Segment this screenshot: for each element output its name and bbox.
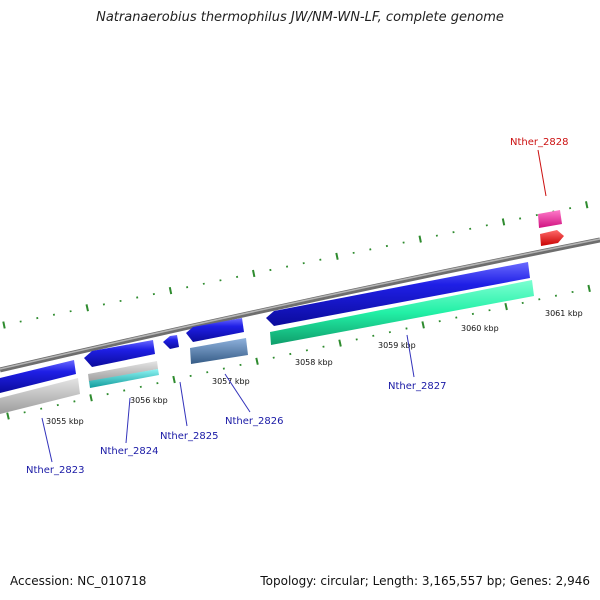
leader-nther-2824 <box>125 397 131 444</box>
scale-label-3057: 3057 kbp <box>212 377 250 386</box>
inner-ring-major-tick <box>587 284 591 293</box>
feature-gray-2823[interactable] <box>0 378 80 414</box>
inner-tick-ring <box>6 284 591 420</box>
gene-arrow-nther-2828[interactable] <box>538 210 562 228</box>
gene-label-nther-2828[interactable]: Nther_2828 <box>510 137 568 148</box>
gene-label-nther-2824[interactable]: Nther_2824 <box>100 446 158 457</box>
inner-ring-major-tick <box>6 412 10 420</box>
outer-ring-major-tick <box>335 252 339 260</box>
leader-nther-2827 <box>406 334 415 378</box>
gene-label-nther-2823[interactable]: Nther_2823 <box>26 465 84 476</box>
accession-text: Accession: NC_010718 <box>10 574 147 588</box>
outer-ring-major-tick <box>2 321 6 329</box>
scale-labels: 3055 kbp 3056 kbp 3057 kbp 3058 kbp 3059… <box>46 309 583 426</box>
inner-ring-major-tick <box>255 357 259 365</box>
gene-arrow-nther-2826[interactable] <box>186 318 244 342</box>
scale-label-3061: 3061 kbp <box>545 309 583 318</box>
gene-leader-lines <box>41 149 547 463</box>
gene-labels: Nther_2823 Nther_2824 Nther_2825 Nther_2… <box>26 137 568 476</box>
scale-label-3060: 3060 kbp <box>461 324 499 333</box>
outer-ring-major-tick <box>85 304 89 312</box>
feature-aqua-2827[interactable] <box>270 280 534 345</box>
outer-ring-major-tick <box>501 218 506 226</box>
scale-label-3055: 3055 kbp <box>46 417 84 426</box>
genome-backbone-highlight <box>0 238 600 370</box>
feature-steel-2826[interactable] <box>190 338 248 364</box>
genome-summary-text: Topology: circular; Length: 3,165,557 bp… <box>260 574 590 588</box>
gene-arrow-nther-2823[interactable] <box>0 360 76 393</box>
secondary-features <box>0 280 534 414</box>
leader-nther-2823 <box>41 417 53 463</box>
inner-ring-major-tick <box>421 321 425 329</box>
outer-ring-major-tick <box>418 235 422 243</box>
scale-label-3059: 3059 kbp <box>378 341 416 350</box>
scale-label-3056: 3056 kbp <box>130 396 168 405</box>
gene-label-nther-2825[interactable]: Nther_2825 <box>160 431 218 442</box>
gene-label-nther-2827[interactable]: Nther_2827 <box>388 381 446 392</box>
inner-ring-major-tick <box>89 394 93 402</box>
scale-label-3058: 3058 kbp <box>295 358 333 367</box>
page-title: Natranaerobius thermophilus JW/NM-WN-LF,… <box>96 10 504 25</box>
forward-features <box>0 262 530 393</box>
gene-arrow-nther-2828-cds[interactable] <box>540 230 564 246</box>
gene-arrow-nther-2825[interactable] <box>163 335 179 349</box>
gene-arrow-nther-2824[interactable] <box>84 340 155 367</box>
feature-gray-2824[interactable] <box>88 361 158 382</box>
inner-ring-major-tick <box>172 375 176 384</box>
outer-ring-major-tick <box>585 201 589 209</box>
inner-ring-major-tick <box>338 339 342 347</box>
outer-tick-ring <box>2 201 589 329</box>
leader-nther-2826 <box>224 373 251 413</box>
outer-ring-major-tick <box>252 269 256 278</box>
leader-nther-2825 <box>179 381 188 427</box>
genome-backbone <box>0 237 600 373</box>
inner-ring-major-tick <box>504 302 508 311</box>
leader-nther-2828 <box>537 149 547 197</box>
gene-label-nther-2826[interactable]: Nther_2826 <box>225 416 283 427</box>
gene-arrow-nther-2827[interactable] <box>266 262 530 326</box>
outer-ring-major-tick <box>168 287 173 295</box>
feature-cyan-2824[interactable] <box>89 369 159 388</box>
reverse-features <box>538 210 564 246</box>
